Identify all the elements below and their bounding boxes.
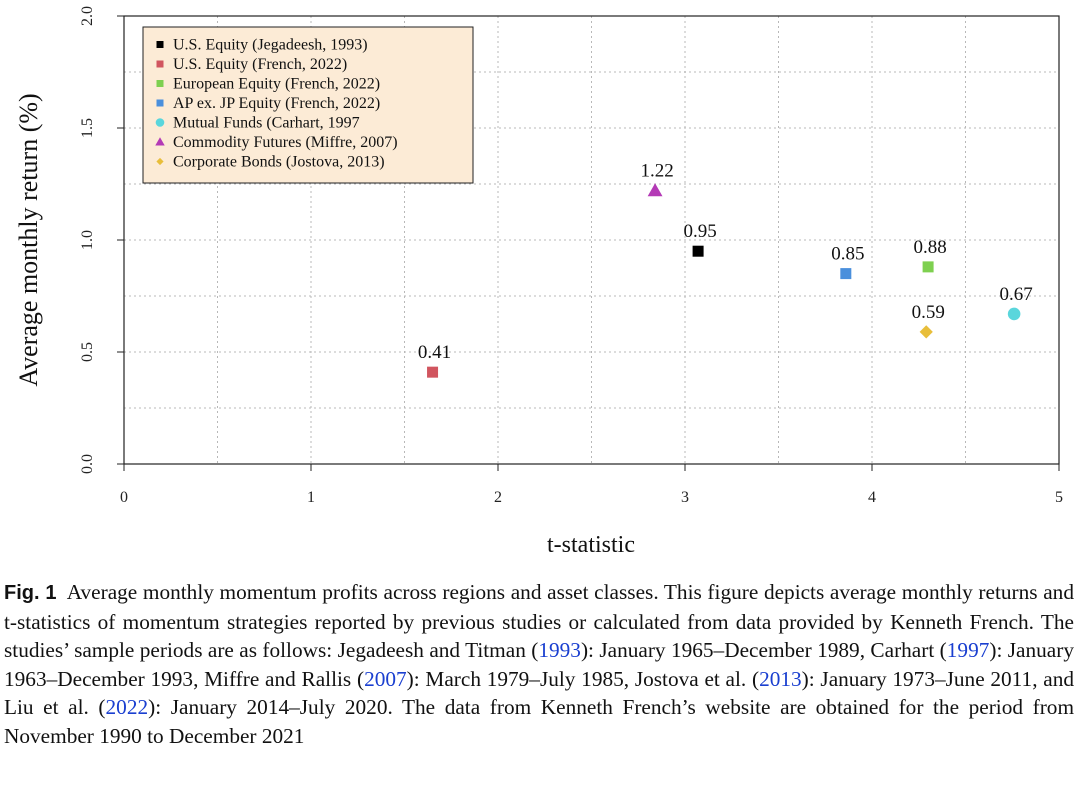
citation-link-1993[interactable]: 1993 — [538, 638, 581, 662]
caption-text: ): January 1965–December 1989, Carhart ( — [580, 638, 947, 662]
data-label: 0.85 — [831, 244, 864, 265]
legend-entry: Commodity Futures (Miffre, 2007) — [173, 134, 398, 151]
figure-label: Fig. 1 — [4, 582, 57, 604]
data-point-diamond — [919, 325, 933, 339]
x-tick-label: 5 — [1055, 489, 1063, 506]
legend-marker-square — [156, 80, 164, 87]
y-tick-label: 0.0 — [79, 454, 96, 474]
x-tick-label: 4 — [868, 489, 876, 506]
y-tick-label: 1.5 — [79, 118, 96, 138]
data-point-circle — [1007, 307, 1021, 321]
data-label: 0.67 — [999, 284, 1032, 305]
data-label: 0.41 — [418, 342, 451, 363]
legend-entry: Mutual Funds (Carhart, 1997 — [173, 115, 360, 132]
citation-link-2022[interactable]: 2022 — [105, 695, 149, 719]
y-axis-label: Average monthly return (%) — [14, 93, 43, 386]
legend-marker-diamond — [156, 157, 164, 166]
y-tick-label: 0.5 — [79, 342, 96, 362]
data-point-square — [922, 261, 934, 273]
scatter-chart: 0 1 2 3 4 5 0.0 0.5 1.0 1.5 2.0 t-statistic Averag… — [14, 6, 1063, 558]
figure-caption: Fig. 1 Average monthly momentum profits … — [4, 578, 1074, 750]
data-label: 0.88 — [913, 237, 946, 258]
citation-link-1997[interactable]: 1997 — [946, 638, 990, 662]
data-label: 1.22 — [640, 161, 673, 182]
caption-text: ): January 2014–July 2020. The data from… — [4, 695, 1075, 748]
data-point-triangle — [647, 183, 663, 197]
legend-entry: AP ex. JP Equity (French, 2022) — [173, 95, 380, 112]
y-tick-label: 1.0 — [79, 230, 96, 250]
citation-link-2013[interactable]: 2013 — [759, 666, 802, 691]
legend-marker-circle — [155, 118, 165, 127]
data-points: 0.95 0.41 0.88 0.85 0.67 1.22 0.59 — [418, 161, 1033, 378]
legend-marker-square — [156, 60, 164, 68]
data-point-square — [840, 268, 852, 280]
legend-entry: U.S. Equity (Jegadeesh, 1993) — [173, 37, 368, 54]
axis-ticks: 0 1 2 3 4 5 0.0 0.5 1.0 1.5 2.0 — [79, 6, 1063, 506]
data-point-square — [427, 366, 439, 378]
legend-marker-triangle — [155, 137, 165, 146]
x-axis-label: t-statistic — [547, 532, 635, 558]
x-tick-label: 0 — [120, 489, 128, 506]
legend: U.S. Equity (Jegadeesh, 1993) U.S. Equity… — [142, 26, 474, 184]
data-point-square — [692, 245, 704, 257]
legend-entry: European Equity (French, 2022) — [173, 76, 380, 93]
legend-marker-square — [156, 99, 164, 107]
legend-marker-square — [156, 41, 164, 48]
legend-box — [142, 26, 474, 184]
caption-text: ): January 1963–December 1993, Miffre an… — [4, 638, 1074, 691]
x-tick-label: 2 — [494, 489, 502, 506]
caption-text: ): January 1973–June 2011, and Liu et al… — [4, 666, 1074, 720]
x-tick-label: 1 — [307, 489, 315, 506]
caption-text: Average monthly momentum profits across … — [4, 580, 1074, 662]
data-label: 0.59 — [912, 302, 945, 323]
caption-text: ): March 1979–July 1985, Jostova et al. … — [406, 666, 760, 691]
data-label: 0.95 — [683, 221, 716, 242]
y-tick-label: 2.0 — [79, 6, 96, 26]
legend-entry: U.S. Equity (French, 2022) — [173, 56, 347, 73]
x-tick-label: 3 — [681, 489, 689, 506]
legend-entry: Corporate Bonds (Jostova, 2013) — [173, 154, 385, 171]
citation-link-2007[interactable]: 2007 — [364, 666, 407, 691]
